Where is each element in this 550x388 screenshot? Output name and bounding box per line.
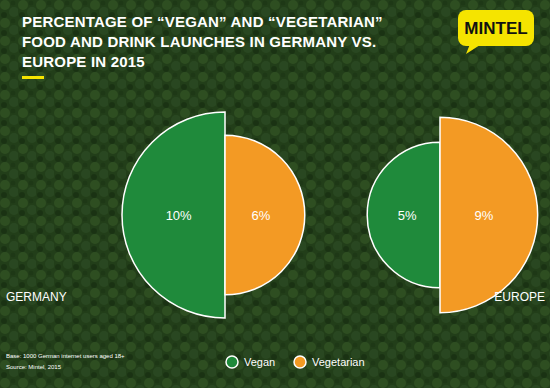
logo-box (458, 10, 534, 46)
plot (122, 112, 538, 318)
half-pie (122, 112, 225, 318)
data-label: 6% (252, 208, 271, 223)
legend: Vegan Vegetarian (226, 356, 365, 368)
data-label: 5% (398, 208, 417, 223)
legend-label: Vegetarian (312, 356, 365, 368)
background (0, 0, 550, 388)
logo: MINTEL (458, 10, 534, 54)
half-pie (367, 142, 440, 288)
legend-label: Vegan (244, 356, 275, 368)
background-shade (0, 0, 550, 388)
stage: MINTEL 10% 6% GERMANY 5% 9% EUROPE Vegan Vegetar… (0, 0, 550, 388)
labels: 10% 6% GERMANY 5% 9% EUROPE (6, 208, 545, 304)
half-pie (225, 135, 305, 295)
note: Base: 1000 German internet users aged 18… (6, 353, 125, 359)
data-label: 9% (475, 208, 494, 223)
category-label: GERMANY (6, 290, 67, 304)
logo-text: MINTEL (464, 19, 527, 38)
logo-tail (466, 44, 480, 54)
note: Source: Mintel, 2015 (6, 364, 62, 370)
half-pie (440, 117, 538, 312)
legend-swatch (294, 356, 306, 368)
legend-swatch (226, 356, 238, 368)
title-underline (22, 76, 44, 79)
data-label: 10% (166, 208, 192, 223)
category-label: EUROPE (494, 290, 545, 304)
title: PERCENTAGE OF “VEGAN” AND “VEGETARIAN” F… (22, 12, 422, 72)
